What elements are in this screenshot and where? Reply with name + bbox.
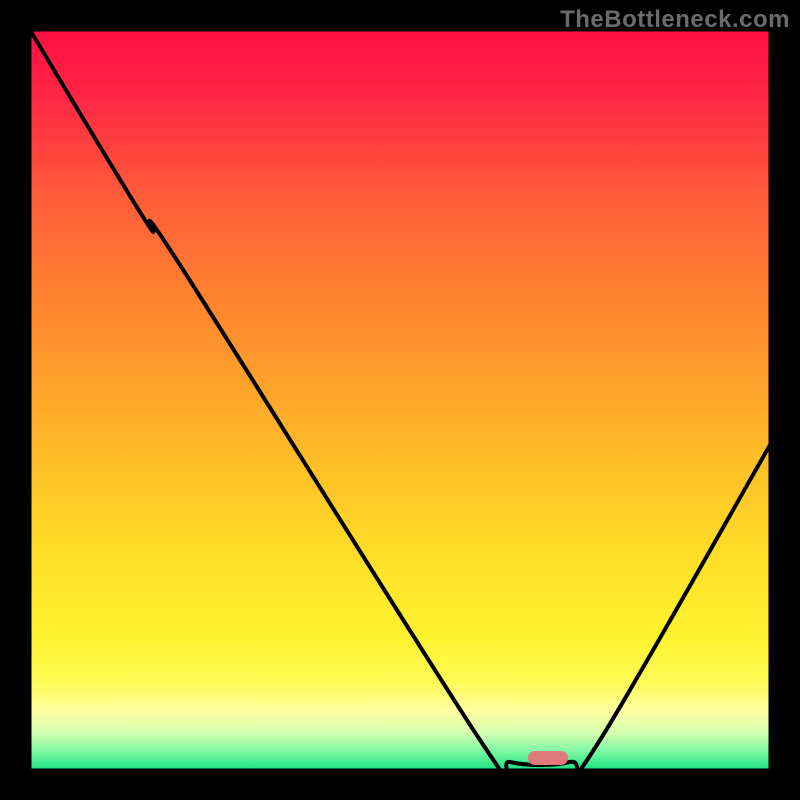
optimal-marker [528,751,568,765]
watermark-text: TheBottleneck.com [560,6,790,34]
chart-container: TheBottleneck.com [0,0,800,800]
bottleneck-chart [0,0,800,800]
plot-background [30,30,770,770]
